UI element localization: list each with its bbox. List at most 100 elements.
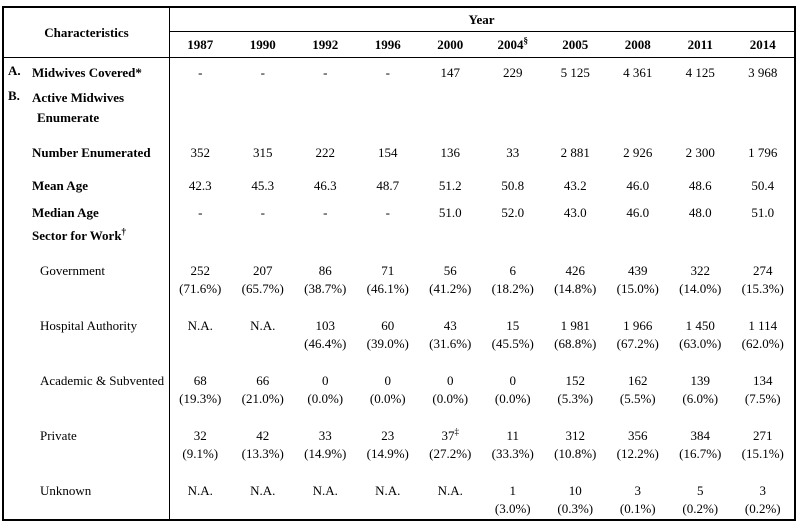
data-cell: 207 (65.7%) <box>232 262 295 298</box>
data-cell: 45.3 <box>232 176 295 196</box>
data-cell: 6 (18.2%) <box>482 262 545 298</box>
cell-value-text: 134 <box>753 373 773 388</box>
data-cell: 356 (12.2%) <box>607 427 670 463</box>
cell-value: 2 300 <box>685 145 715 160</box>
data-cell: 71 (46.1%) <box>357 262 420 298</box>
data-cell: 152 (5.3%) <box>544 372 607 408</box>
row-label: Hospital Authority <box>40 317 169 335</box>
year-label: 1990 <box>249 37 276 52</box>
cell-percent: (12.2%) <box>616 446 659 461</box>
cell-value: - <box>198 65 203 80</box>
footnote-marker: § <box>523 35 529 46</box>
cell-percent: (16.7%) <box>679 446 722 461</box>
row-label: Unknown <box>40 482 169 500</box>
data-cell: 4 361 <box>607 63 670 83</box>
row-academic-subvented: Academic & Subvented 68 (19.3%) 66 (21.0%) 0 (… <box>4 372 794 408</box>
cell-value: - <box>323 65 328 80</box>
cell-value: 4 125 <box>685 65 715 80</box>
data-cell: N.A. <box>169 317 232 353</box>
data-cell: 48.0 <box>669 203 732 223</box>
cell-value: 42.3 <box>188 178 212 193</box>
row-cells: 252 (71.6%) 207 (65.7%) 86 (38.7%) 71 (46.1%) 56… <box>169 262 794 298</box>
data-cell: 439 (15.0%) <box>607 262 670 298</box>
cell-value: 1 450 <box>669 317 732 335</box>
cell-value: 1 114 <box>732 317 795 335</box>
data-cell: N.A. <box>357 482 420 518</box>
row-label-cell: Number Enumerated <box>4 143 169 163</box>
data-cell: - <box>294 203 357 223</box>
row-label-text: Mean Age <box>32 178 88 193</box>
year-column-header: 2014 <box>732 32 795 57</box>
cell-value: 33 <box>294 427 357 445</box>
row-cells: N.A. N.A. N.A. N.A. N.A. 1 (3.0%) 10 (0.3%) 3 (0.1… <box>169 482 794 518</box>
data-cell: 10 (0.3%) <box>544 482 607 518</box>
cell-percent: (14.0%) <box>679 281 722 296</box>
cell-value-text: N.A. <box>250 318 276 333</box>
cell-value: 3 <box>732 482 795 500</box>
cell-value: - <box>260 65 265 80</box>
row-label-cell: Private <box>4 427 169 463</box>
data-cell: 43.2 <box>544 176 607 196</box>
row-label-text: Government <box>40 263 105 278</box>
table-header: Characteristics Year 1987 1990 1992 1996 200… <box>4 8 794 58</box>
cell-value: 0 <box>419 372 482 390</box>
year-column-header: 1987 <box>169 32 232 57</box>
data-cell: 23 (14.9%) <box>357 427 420 463</box>
row-label: Active Midwives <box>32 88 169 108</box>
data-cell: 52.0 <box>482 203 545 223</box>
cell-percent: (6.0%) <box>682 391 719 406</box>
cell-value: 1 796 <box>748 145 778 160</box>
row-marker: B. <box>8 88 20 103</box>
row-label: Number Enumerated <box>32 143 169 163</box>
cell-value-text: 1 966 <box>623 318 653 333</box>
row-label: Sector for Work† <box>32 226 169 246</box>
year-column-header: 2000 <box>419 32 482 57</box>
cell-value-text: 33 <box>318 428 332 443</box>
cell-value: 322 <box>669 262 732 280</box>
data-cell: 68 (19.3%) <box>169 372 232 408</box>
cell-value-text: 426 <box>565 263 586 278</box>
data-cell: 0 (0.0%) <box>419 372 482 408</box>
data-cell: 2 300 <box>669 143 732 163</box>
cell-value: 384 <box>669 427 732 445</box>
cell-value-text: 356 <box>628 428 648 443</box>
cell-value-text: N.A. <box>187 318 213 333</box>
cell-value-text: N.A. <box>437 483 463 498</box>
row-label-cell: Mean Age <box>4 176 169 196</box>
row-hospital-authority: Hospital Authority N.A. N.A. 103 (46.4%) 60 (3… <box>4 317 794 353</box>
row-cells: N.A. N.A. 103 (46.4%) 60 (39.0%) 43 (31.6%) 15 (4… <box>169 317 794 353</box>
cell-value: 5 <box>669 482 732 500</box>
cell-value: 1 966 <box>607 317 670 335</box>
data-cell: 1 (3.0%) <box>482 482 545 518</box>
data-cell: 3 968 <box>732 63 795 83</box>
cell-value: 152 <box>544 372 607 390</box>
row-label-cell: A. Midwives Covered* <box>4 63 169 83</box>
row-label-text: Hospital Authority <box>40 318 138 333</box>
cell-value: 51.2 <box>438 178 462 193</box>
cell-value: 1 <box>482 482 545 500</box>
data-cell: 46.0 <box>607 176 670 196</box>
data-cell: 0 (0.0%) <box>294 372 357 408</box>
data-cell: 3 (0.2%) <box>732 482 795 518</box>
cell-value-text: 10 <box>568 483 582 498</box>
cell-percent: (65.7%) <box>241 281 284 296</box>
cell-percent: (13.3%) <box>241 446 284 461</box>
characteristics-header: Characteristics <box>44 24 129 40</box>
row-label-cell: Sector for Work† <box>4 226 169 246</box>
cell-percent: (68.8%) <box>554 336 597 351</box>
cell-value-text: 43 <box>443 318 457 333</box>
row-cells: - - - - 51.0 52.0 43.0 46.0 48.0 51.0 <box>169 203 794 223</box>
data-cell: 274 (15.3%) <box>732 262 795 298</box>
cell-value: 0 <box>294 372 357 390</box>
cell-value: - <box>260 205 265 220</box>
cell-value: 312 <box>544 427 607 445</box>
data-cell: 2 926 <box>607 143 670 163</box>
cell-value: 5 125 <box>560 65 590 80</box>
cell-value-text: 252 <box>190 263 211 278</box>
data-cell: 51.0 <box>732 203 795 223</box>
cell-percent: (46.4%) <box>304 336 347 351</box>
row-label-line2: Enumerate <box>37 110 100 125</box>
cell-value-text: 139 <box>690 373 711 388</box>
cell-percent <box>232 500 295 518</box>
year-label: 2004 <box>497 37 524 52</box>
